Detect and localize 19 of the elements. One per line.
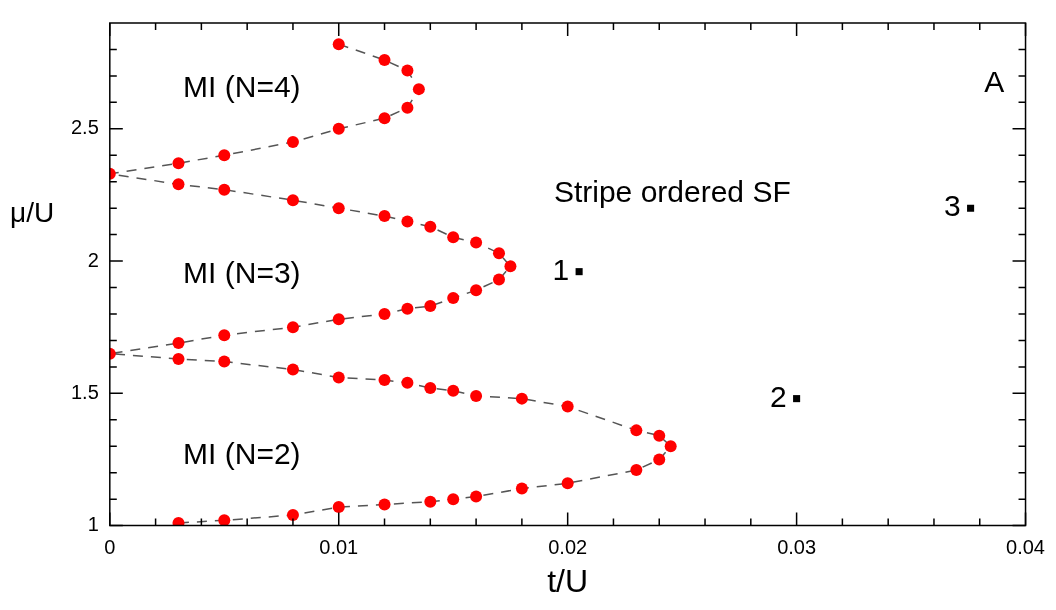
- annotation: 3: [943, 189, 961, 223]
- y-tick-label: 1.5: [70, 380, 99, 403]
- y-tick-label: 1: [87, 513, 99, 536]
- annotation: 2: [769, 379, 787, 413]
- annotation: 1: [552, 252, 570, 286]
- x-tick-label: 0: [104, 536, 116, 559]
- annotation: MI (N=2): [183, 436, 301, 470]
- x-tick-label: 0.02: [548, 536, 588, 559]
- x-axis-title: t/U: [547, 562, 589, 599]
- y-axis-title: μ/U: [10, 196, 55, 228]
- y-tick-label: 2.5: [70, 116, 99, 139]
- x-tick-label: 0.03: [777, 536, 817, 559]
- annotation: Stripe ordered SF: [553, 175, 791, 209]
- x-tick-label: 0.04: [1006, 536, 1046, 559]
- y-tick-label: 2: [87, 248, 99, 271]
- x-tick-label: 0.01: [319, 536, 359, 559]
- annotation: MI (N=3): [183, 255, 301, 289]
- annotation: A: [984, 64, 1005, 98]
- annotation: MI (N=4): [183, 69, 301, 103]
